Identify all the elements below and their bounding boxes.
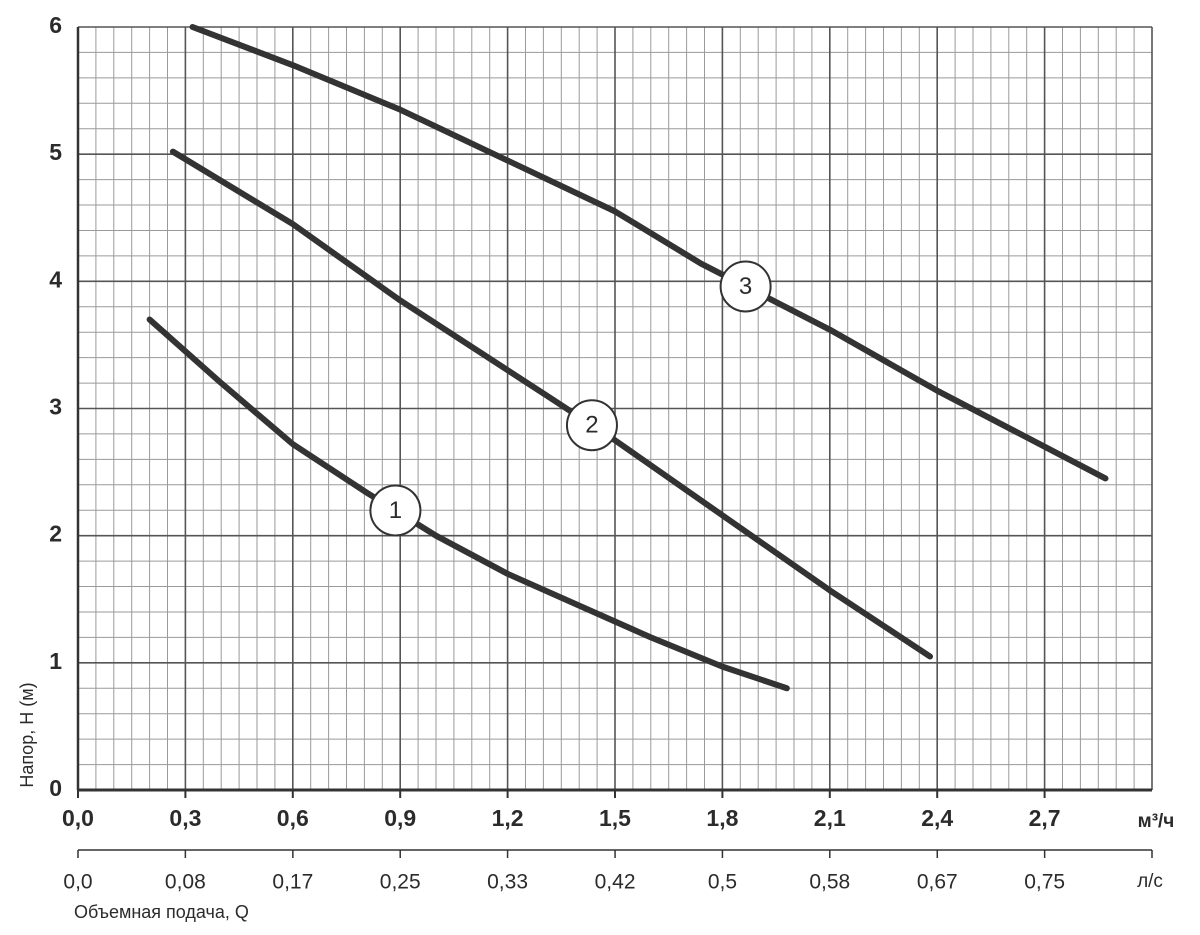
y-axis-label: Напор, H (м)	[17, 682, 37, 787]
x2-unit: л/с	[1137, 871, 1163, 892]
x2-tick-label: 0,33	[487, 871, 528, 894]
x-tick-label: 0,0	[62, 805, 94, 831]
y-tick-label: 1	[49, 648, 62, 674]
x-tick-label: 1,5	[599, 805, 631, 831]
x-tick-label: 2,7	[1029, 805, 1061, 831]
curve-label-circle	[565, 399, 618, 452]
x2-tick-label: 0,67	[917, 871, 958, 894]
x2-tick-label: 0,08	[165, 871, 206, 894]
curve-label-circle	[369, 484, 422, 537]
curve-label-circle	[719, 260, 772, 313]
y-tick-label: 0	[49, 775, 62, 801]
x-tick-label: 0,3	[169, 805, 201, 831]
x2-tick-label: 0,17	[272, 871, 313, 894]
x2-tick-label: 0,0	[63, 871, 92, 894]
x2-tick-label: 0,42	[595, 871, 636, 894]
curve-label: 2	[585, 412, 598, 439]
x-tick-label: 2,1	[814, 805, 846, 831]
x2-tick-label: 0,25	[380, 871, 421, 894]
x-tick-label: 2,4	[921, 805, 953, 831]
x-tick-label: 1,8	[706, 805, 738, 831]
curve-label: 3	[739, 273, 752, 300]
y-tick-label: 6	[49, 12, 62, 38]
x2-tick-label: 0,75	[1024, 871, 1065, 894]
x2-tick-label: 0,5	[708, 871, 737, 894]
y-tick-label: 3	[49, 394, 62, 420]
y-tick-label: 4	[49, 266, 62, 292]
x-tick-label: 0,6	[277, 805, 309, 831]
x2-axis-label: Объемная подача, Q	[74, 902, 249, 922]
x-unit: м³/ч	[1138, 811, 1175, 832]
x2-tick-label: 0,58	[809, 871, 850, 894]
x-tick-label: 0,9	[384, 805, 416, 831]
curve	[146, 316, 790, 692]
y-tick-label: 2	[49, 521, 62, 547]
curve-label: 1	[389, 497, 402, 524]
curve	[189, 24, 1109, 482]
curve	[169, 148, 934, 660]
y-tick-label: 5	[49, 139, 62, 165]
x-tick-label: 1,2	[492, 805, 524, 831]
